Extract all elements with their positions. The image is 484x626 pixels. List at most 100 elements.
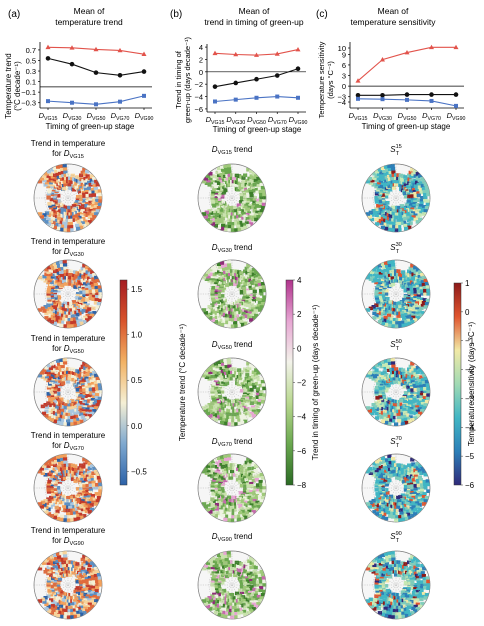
map-cell [56,489,61,493]
map-cell [91,392,97,397]
map-cell [81,507,86,511]
map-cell [227,511,232,516]
map-cell [413,385,418,390]
map-cell [407,515,412,520]
map-cell [237,604,242,609]
map-cell [251,284,256,289]
map-cell [60,317,65,322]
map-cell [254,187,259,192]
map-cell [44,171,49,176]
map-cell [68,508,73,513]
map-cell [59,323,64,328]
map-cell [255,277,260,281]
map-cell [68,605,73,610]
map-cell [46,318,52,322]
map-cell [236,421,241,426]
map-cell [238,480,243,484]
map-cell [91,193,97,197]
map-cell [75,296,80,300]
map-cell [58,561,64,565]
map-cell [68,463,73,467]
map-cell [55,219,60,224]
map-cell [259,499,264,503]
map-cell [235,221,240,226]
map-cell [417,185,422,190]
map-cell [46,507,51,512]
map-cell [220,294,225,298]
map-cell [403,223,408,228]
map-cell [225,605,230,609]
map-cell [413,207,418,211]
map-cell [419,181,424,185]
map-cell [251,414,256,418]
map-cell [372,211,378,215]
map-cell [88,390,93,394]
map-cell [225,304,231,309]
map-cell [380,515,386,520]
map-cell [236,284,241,289]
map-cell [260,379,266,384]
map-cell [248,499,253,504]
map-cell [222,561,228,565]
map-cell [399,398,404,403]
map-cell [210,507,215,512]
map-cell [387,323,392,328]
map-cell [371,279,376,283]
map-cell [82,592,88,597]
map-cell [243,225,248,230]
map-cell [245,507,250,511]
map-cell [92,497,97,502]
map-cell [237,217,242,222]
map-cell [247,299,253,304]
map-cell [97,298,102,303]
map-cell [420,272,425,277]
map-cell [63,314,68,319]
map-cell [81,411,86,415]
map-cell [210,296,216,300]
map-cell [82,457,87,462]
map-cell [87,370,92,375]
map-cell [62,301,68,306]
map-cell [365,502,371,506]
map-cell [251,397,256,401]
map-cell [211,499,216,504]
map-cell [55,516,61,521]
map-cell [376,493,381,498]
map-cell [98,390,102,394]
map-cell [239,603,244,608]
map-cell [234,508,239,512]
map-cell [389,367,394,372]
map-graticule [208,368,256,416]
map-cell [384,319,390,324]
map-cell [420,497,425,502]
map-cell [251,382,256,387]
map-cell [419,392,425,397]
map-meridian [202,374,262,410]
map-cell [253,593,258,598]
map-cell [210,561,215,565]
panel-b-letter: (b) [170,9,182,20]
map-cell [89,572,94,577]
map-cell [255,375,260,379]
map-cell [207,183,212,187]
map-cell [376,268,382,272]
map-cell [58,313,64,318]
map-cell [385,220,391,225]
map-cell [403,182,408,187]
map-cell [223,611,229,616]
map-cell [374,198,379,202]
map-cell [245,604,250,608]
map-cell [380,360,386,365]
map-cell [205,270,211,274]
map-cell [85,222,90,226]
map-title: Trend in temperature [31,526,106,535]
map-cell [212,563,217,568]
map-cell [420,207,425,212]
map-cell [413,289,418,294]
map-cell [249,313,254,318]
map-cell [56,264,62,268]
map-cell [254,217,259,222]
map-cell [384,417,390,422]
map-cell [67,373,72,378]
